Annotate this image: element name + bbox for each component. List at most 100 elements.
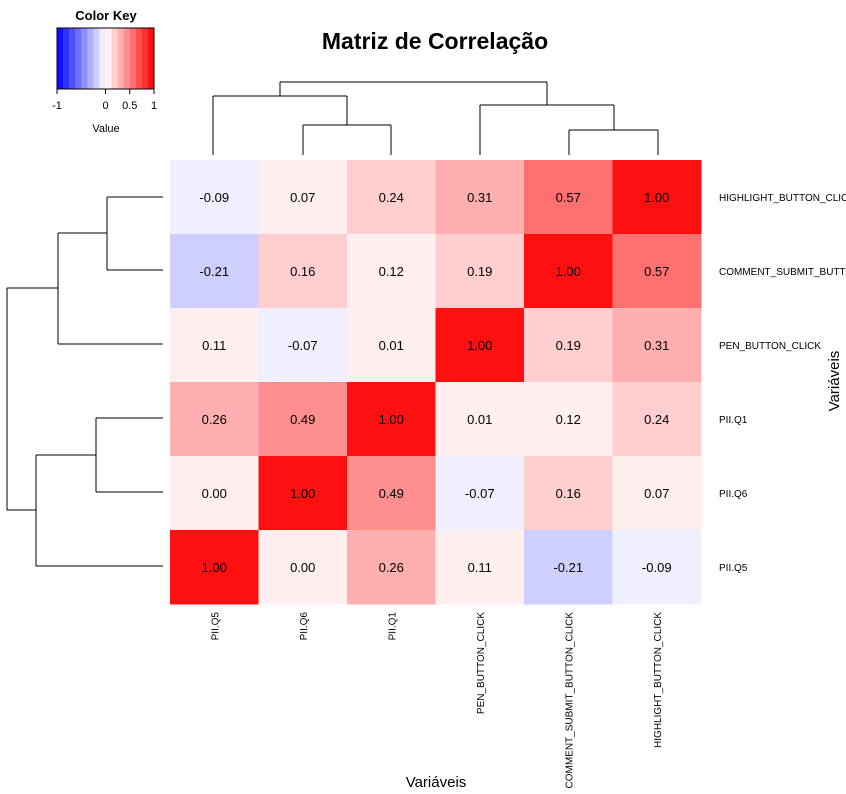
column-dendrogram <box>212 81 659 155</box>
cell-value-label: 0.01 <box>467 412 492 427</box>
heatmap-cell <box>524 160 613 235</box>
color-key-band <box>87 28 94 89</box>
cell-value-label: 0.31 <box>644 338 669 353</box>
heatmap-cell <box>347 234 436 309</box>
cell-value-label: 0.57 <box>644 264 669 279</box>
cell-value-label: 1.00 <box>290 486 315 501</box>
color-key-label: Value <box>92 123 119 135</box>
color-key-band <box>141 28 149 89</box>
heatmap-cell <box>258 382 348 457</box>
cell-value-label: 0.12 <box>379 264 404 279</box>
heatmap-cell <box>258 530 348 605</box>
cell-value-label: 0.16 <box>556 486 581 501</box>
heatmap-cell <box>435 308 525 383</box>
heatmap-cell <box>524 234 613 309</box>
heatmap-cell <box>170 456 259 531</box>
column-label: HIGHLIGHT_BUTTON_CLICK <box>653 612 664 748</box>
color-key-band <box>57 28 64 89</box>
chart-title: Matriz de Correlação <box>322 28 548 54</box>
heatmap-cell <box>347 382 436 457</box>
color-key-band <box>75 28 82 89</box>
color-key-band <box>123 28 131 89</box>
heatmap-cell <box>612 308 702 383</box>
heatmap-cells <box>170 160 702 605</box>
cell-value-label: 0.31 <box>467 190 492 205</box>
column-label: COMMENT_SUBMIT_BUTTON_CLICK <box>564 612 575 789</box>
heatmap-cell <box>435 382 525 457</box>
heatmap-cell <box>524 530 613 605</box>
row-labels: HIGHLIGHT_BUTTON_CLICK COMMENT_SUBMIT_BUT… <box>719 193 846 574</box>
heatmap-cell <box>258 234 348 309</box>
row-label: PEN_BUTTON_CLICK <box>719 341 821 352</box>
heatmap-cell <box>524 382 613 457</box>
cell-value-label: 0.00 <box>202 486 227 501</box>
cell-value-label: 0.07 <box>644 486 669 501</box>
heatmap-cell <box>612 456 702 531</box>
color-key-axis: -1 0 0.5 1 <box>52 88 157 112</box>
cell-value-label: 0.57 <box>556 190 581 205</box>
color-key-band <box>99 28 106 89</box>
cell-value-label: 0.49 <box>379 486 404 501</box>
color-key-band <box>69 28 76 89</box>
heatmap-cell <box>170 308 259 383</box>
color-key-band <box>105 28 112 89</box>
cell-value-label: 0.19 <box>467 264 492 279</box>
color-key-tick-label: 1 <box>151 100 157 112</box>
cell-value-label: 0.24 <box>379 190 404 205</box>
color-key-band <box>111 28 118 89</box>
cell-value-label: 1.00 <box>379 412 404 427</box>
heatmap-cell <box>435 456 525 531</box>
cell-value-label: 0.26 <box>379 560 404 575</box>
cell-value-label: -0.21 <box>199 264 229 279</box>
x-axis-title: Variáveis <box>406 774 467 791</box>
row-label: COMMENT_SUBMIT_BUTTON_CLICK <box>719 267 846 278</box>
color-key-tick-label: 0.5 <box>122 100 137 112</box>
color-key-band <box>117 28 124 89</box>
heatmap-cell <box>347 308 436 383</box>
heatmap-cell <box>612 530 702 605</box>
heatmap-value-labels: -0.09 0.07 0.24 0.31 0.57 1.00 -0.21 0.16 0.12 0.… <box>199 190 671 575</box>
heatmap-cell <box>347 160 436 235</box>
heatmap-cell <box>435 160 525 235</box>
color-key-title: Color Key <box>75 8 137 23</box>
color-key-band <box>147 28 155 89</box>
heatmap-cell <box>524 308 613 383</box>
color-key-tick-label: -1 <box>52 100 62 112</box>
cell-value-label: -0.21 <box>553 560 583 575</box>
heatmap-cell <box>612 234 702 309</box>
heatmap-cell <box>347 530 436 605</box>
cell-value-label: 0.07 <box>290 190 315 205</box>
column-label: PII.Q1 <box>387 612 398 641</box>
cell-value-label: 0.24 <box>644 412 669 427</box>
heatmap-cell <box>258 456 348 531</box>
row-label: PII.Q1 <box>719 415 748 426</box>
cell-value-label: -0.09 <box>642 560 672 575</box>
column-labels: PII.Q5 PII.Q6 PII.Q1 PEN_BUTTON_CLICK COMMEN… <box>210 612 664 789</box>
cell-value-label: -0.07 <box>465 486 495 501</box>
color-key-gradient <box>57 28 155 89</box>
column-label: PII.Q6 <box>299 612 310 641</box>
heatmap-cell <box>435 234 525 309</box>
color-key-band <box>93 28 100 89</box>
heatmap-cell <box>347 456 436 531</box>
cell-value-label: 0.49 <box>290 412 315 427</box>
y-axis-title: Variáveis <box>826 351 843 412</box>
cell-value-label: 0.11 <box>468 560 492 575</box>
cell-value-label: 1.00 <box>202 560 227 575</box>
row-label: HIGHLIGHT_BUTTON_CLICK <box>719 193 846 204</box>
row-label: PII.Q6 <box>719 489 748 500</box>
cell-value-label: 0.26 <box>202 412 227 427</box>
color-key-band <box>129 28 137 89</box>
cell-value-label: -0.09 <box>199 190 229 205</box>
heatmap-cell <box>612 382 702 457</box>
heatmap-cell <box>612 160 702 235</box>
heatmap-cell <box>258 160 348 235</box>
cell-value-label: -0.07 <box>288 338 318 353</box>
heatmap-cell <box>170 234 259 309</box>
heatmap-cell <box>258 308 348 383</box>
column-label: PII.Q5 <box>210 612 221 641</box>
cell-value-label: 1.00 <box>644 190 669 205</box>
color-key: Color Key -1 0 0.5 1 Value <box>52 8 157 135</box>
heatmap-cell <box>170 382 259 457</box>
